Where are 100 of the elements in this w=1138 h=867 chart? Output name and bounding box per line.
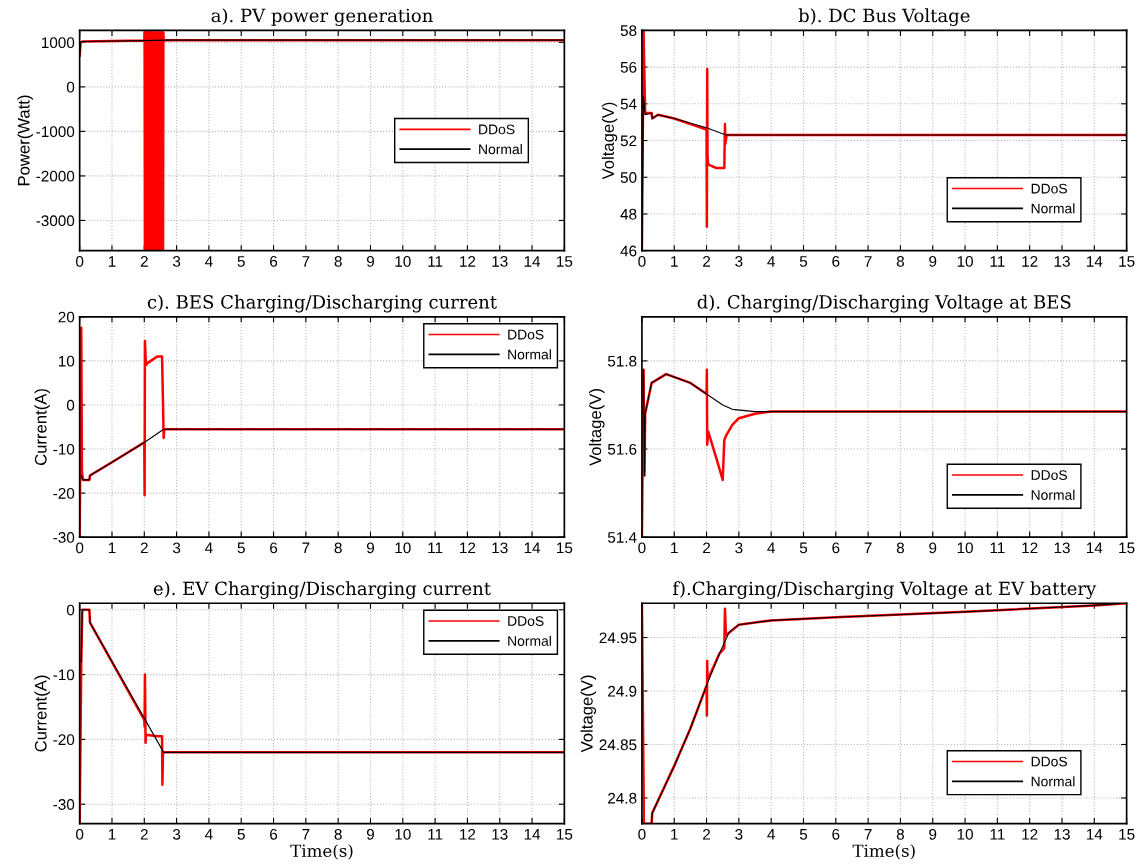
y-tick-label: 24.9 — [608, 685, 637, 697]
legend-label: DDoS — [479, 124, 515, 135]
x-tick-label: 9 — [929, 255, 937, 267]
x-tick-label: 10 — [395, 255, 411, 267]
x-tick-label: 13 — [492, 828, 508, 840]
x-tick-label: 12 — [460, 828, 476, 840]
y-tick-label: 0 — [66, 604, 75, 616]
x-tick-label: 13 — [492, 255, 508, 267]
x-tick-label: 1 — [108, 256, 116, 267]
y-tick-label: 51.8 — [607, 355, 637, 367]
legend-label: Normal — [1031, 203, 1075, 214]
x-tick-label: 2 — [140, 542, 148, 554]
x-tick-label: 8 — [896, 255, 905, 267]
y-axis-title: Voltage(V) — [580, 675, 597, 753]
y-tick-label: 51.6 — [607, 443, 637, 455]
x-tick-label: 7 — [302, 542, 310, 554]
y-tick-label: 52 — [620, 135, 637, 147]
x-tick-label: 3 — [735, 828, 743, 840]
x-tick-label: 6 — [832, 255, 840, 267]
x-axis-title: Time(s) — [852, 844, 915, 860]
x-tick-label: 4 — [767, 256, 775, 267]
x-tick-label: 4 — [205, 829, 213, 840]
y-tick-label: 51.4 — [607, 532, 637, 543]
x-tick-label: 1 — [671, 256, 678, 267]
chart-title: e). EV Charging/Discharging current — [153, 581, 491, 599]
chart-title: d). Charging/Discharging Voltage at BES — [697, 294, 1071, 313]
x-tick-label: 13 — [1054, 255, 1070, 267]
x-tick-label: 4 — [767, 542, 775, 554]
x-tick-label: 8 — [896, 542, 905, 554]
x-tick-label: 4 — [205, 256, 213, 267]
x-tick-label: 11 — [990, 829, 1005, 840]
y-tick-label: 0 — [66, 81, 75, 93]
chart-title: f).Charging/Discharging Voltage at EV battery — [672, 581, 1097, 599]
x-tick-label: 1 — [671, 542, 678, 554]
x-tick-label: 0 — [638, 828, 646, 840]
x-tick-label: 14 — [524, 256, 541, 267]
x-tick-label: 3 — [735, 255, 743, 267]
x-tick-label: 5 — [799, 829, 808, 840]
y-tick-label: 24.95 — [599, 632, 637, 644]
x-tick-label: 0 — [76, 255, 84, 267]
x-tick-label: 0 — [76, 828, 84, 840]
x-tick-label: 4 — [205, 542, 213, 554]
x-tick-label: 7 — [864, 829, 872, 840]
x-tick-label: 8 — [334, 542, 342, 554]
y-axis-title: Voltage(V) — [589, 389, 605, 466]
y-axis-title: Current(A) — [34, 389, 50, 466]
y-tick-label: -20 — [53, 734, 75, 746]
x-tick-label: 4 — [767, 829, 775, 840]
y-tick-label: -30 — [53, 799, 75, 810]
y-tick-label: -20 — [53, 487, 75, 499]
x-tick-label: 3 — [735, 542, 743, 554]
y-tick-label: 10 — [58, 355, 75, 367]
x-tick-label: 9 — [366, 542, 375, 554]
y-tick-label: -10 — [53, 443, 75, 455]
x-tick-label: 0 — [638, 542, 646, 554]
y-tick-label: -10 — [53, 669, 75, 681]
x-tick-label: 5 — [237, 542, 245, 554]
x-tick-label: 9 — [929, 828, 937, 840]
y-tick-label: -3000 — [36, 215, 75, 227]
x-tick-label: 13 — [1054, 828, 1070, 840]
x-tick-label: 7 — [302, 829, 310, 840]
chart-title: b). DC Bus Voltage — [798, 8, 970, 27]
x-tick-label: 11 — [428, 829, 443, 840]
x-tick-label: 7 — [864, 256, 872, 267]
x-tick-label: 2 — [140, 255, 148, 267]
x-tick-label: 3 — [172, 828, 181, 840]
x-tick-label: 15 — [557, 542, 573, 554]
x-tick-label: 6 — [832, 828, 840, 840]
x-tick-label: 0 — [638, 255, 646, 267]
y-tick-label: 24.8 — [608, 792, 637, 804]
x-tick-label: 9 — [366, 828, 375, 840]
x-tick-label: 3 — [172, 542, 181, 554]
x-tick-label: 6 — [270, 828, 278, 840]
x-tick-label: 1 — [671, 829, 678, 840]
x-tick-label: 7 — [302, 256, 310, 267]
x-tick-label: 14 — [1086, 542, 1103, 554]
y-tick-label: 46 — [620, 245, 637, 257]
y-axis-title: Power(Watt) — [17, 95, 33, 186]
x-tick-label: 15 — [1119, 542, 1135, 554]
x-tick-label: 5 — [237, 256, 245, 267]
x-tick-label: 5 — [799, 256, 808, 267]
x-tick-label: 10 — [957, 255, 973, 267]
x-tick-label: 11 — [990, 256, 1005, 267]
y-tick-label: 56 — [620, 61, 637, 73]
x-tick-label: 1 — [108, 542, 116, 554]
x-tick-label: 14 — [524, 829, 541, 840]
x-tick-label: 10 — [395, 828, 411, 840]
x-tick-label: 9 — [929, 542, 937, 554]
legend-label: Normal — [1031, 776, 1075, 787]
legend-label: Normal — [508, 349, 551, 360]
x-tick-label: 12 — [460, 255, 476, 267]
y-tick-label: -1000 — [36, 126, 75, 138]
x-tick-label: 14 — [1086, 256, 1103, 267]
y-axis-title: Voltage(V) — [601, 102, 618, 180]
x-tick-label: 11 — [428, 542, 443, 554]
x-tick-label: 15 — [557, 829, 573, 840]
legend-label: Normal — [508, 635, 551, 646]
x-tick-label: 13 — [492, 542, 508, 554]
x-tick-label: 8 — [896, 828, 905, 840]
x-tick-label: 12 — [1022, 542, 1038, 554]
